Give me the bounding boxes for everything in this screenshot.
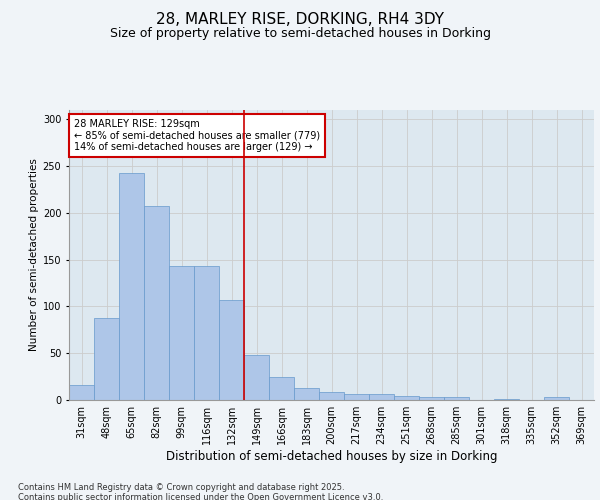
Bar — [419, 397, 444, 400]
Text: 28, MARLEY RISE, DORKING, RH4 3DY: 28, MARLEY RISE, DORKING, RH4 3DY — [156, 12, 444, 28]
Bar — [94, 318, 119, 400]
Text: Contains HM Land Registry data © Crown copyright and database right 2025.
Contai: Contains HM Land Registry data © Crown c… — [18, 482, 383, 500]
Bar — [319, 392, 344, 400]
Bar — [369, 394, 394, 400]
Bar — [494, 399, 519, 400]
Bar — [119, 172, 144, 400]
Bar — [169, 266, 194, 400]
Text: 28 MARLEY RISE: 129sqm
← 85% of semi-detached houses are smaller (779)
14% of se: 28 MARLEY RISE: 129sqm ← 85% of semi-det… — [74, 118, 320, 152]
Bar — [244, 355, 269, 400]
Bar — [544, 397, 569, 400]
Bar — [194, 266, 219, 400]
Bar — [444, 397, 469, 400]
Y-axis label: Number of semi-detached properties: Number of semi-detached properties — [29, 158, 38, 352]
Bar — [269, 376, 294, 400]
Bar — [144, 206, 169, 400]
X-axis label: Distribution of semi-detached houses by size in Dorking: Distribution of semi-detached houses by … — [166, 450, 497, 463]
Bar — [394, 396, 419, 400]
Bar — [294, 388, 319, 400]
Bar — [344, 394, 369, 400]
Bar — [69, 385, 94, 400]
Bar — [219, 300, 244, 400]
Text: Size of property relative to semi-detached houses in Dorking: Size of property relative to semi-detach… — [110, 27, 491, 40]
